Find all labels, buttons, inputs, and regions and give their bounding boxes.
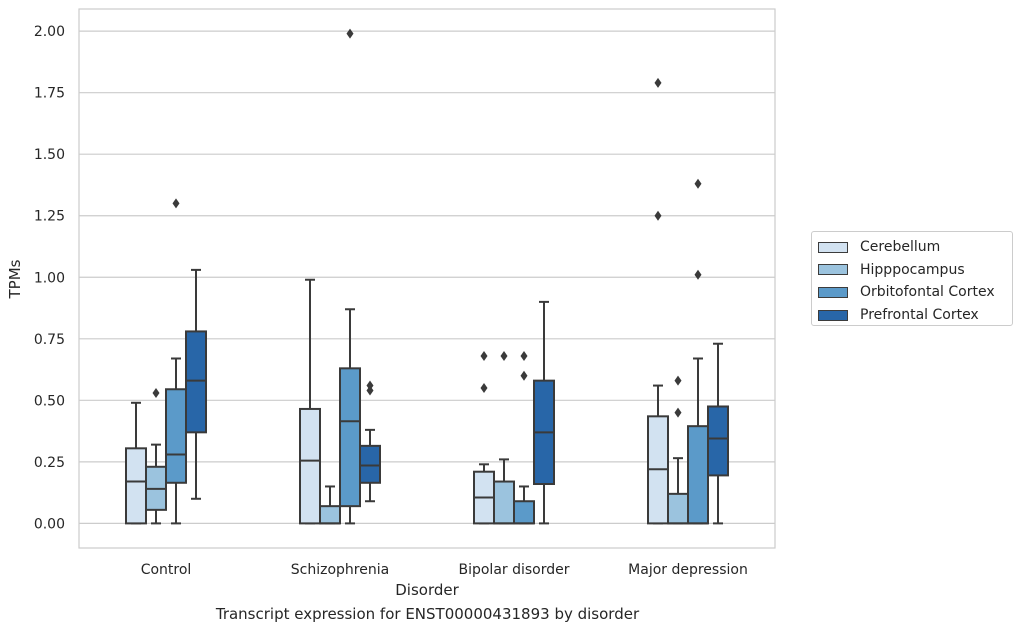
y-tick-labels: 0.00 0.25 0.50 0.75 1.00 1.25 1.50 1.75 2.00 xyxy=(34,24,65,532)
box-group xyxy=(667,375,689,525)
y-tick-label: 1.75 xyxy=(34,86,65,102)
box-group xyxy=(125,401,147,525)
x-tick-label: Schizophrenia xyxy=(291,562,389,578)
legend-item-orbitofontal-cortex: Orbitofontal Cortex xyxy=(818,281,1012,304)
box-group xyxy=(319,485,341,525)
box xyxy=(299,407,321,525)
legend-label-prefrontal-cortex: Prefrontal Cortex xyxy=(860,307,979,324)
outlier-point xyxy=(694,178,702,189)
outlier-point xyxy=(520,351,528,362)
legend-item-cerebellum: Cerebellum xyxy=(818,236,1012,259)
box-series xyxy=(125,28,729,525)
legend-label-hipppocampus: Hipppocampus xyxy=(860,261,965,278)
outlier-point xyxy=(366,380,374,391)
outlier-point xyxy=(480,383,488,394)
outlier-point xyxy=(346,28,354,39)
y-tick-label: 1.25 xyxy=(34,209,65,225)
outlier-point xyxy=(172,198,180,209)
y-tick-label: 0.75 xyxy=(34,332,65,348)
box-group xyxy=(185,268,207,500)
legend-label-cerebellum: Cerebellum xyxy=(860,239,941,256)
box xyxy=(667,492,689,525)
outlier-point xyxy=(654,210,662,221)
plot-frame xyxy=(78,8,776,549)
box xyxy=(493,480,515,525)
y-tick-label: 2.00 xyxy=(34,24,65,40)
box xyxy=(339,367,361,508)
chart-title: Transcript expression for ENST0000043189… xyxy=(215,605,640,623)
legend-swatch-prefrontal-cortex xyxy=(818,309,848,321)
box-group xyxy=(687,178,709,525)
box xyxy=(707,405,729,477)
x-tick-label: Major depression xyxy=(628,562,748,578)
box-group xyxy=(165,198,187,525)
y-tick-label: 1.50 xyxy=(34,147,65,163)
y-tick-label: 0.25 xyxy=(34,455,65,471)
outlier-point xyxy=(654,77,662,88)
box xyxy=(319,505,341,525)
outlier-point xyxy=(674,375,682,386)
x-tick-label: Bipolar disorder xyxy=(458,562,569,578)
box-group xyxy=(473,351,495,525)
outlier-point xyxy=(694,269,702,280)
box xyxy=(513,500,535,525)
outlier-point xyxy=(152,387,160,398)
box-group xyxy=(145,387,167,525)
box-group xyxy=(647,77,669,525)
outlier-point xyxy=(520,370,528,381)
x-tick-label: Control xyxy=(141,562,192,578)
legend-swatch-hipppocampus xyxy=(818,264,848,276)
box-group xyxy=(533,300,555,525)
outlier-point xyxy=(500,351,508,362)
box xyxy=(125,447,147,525)
box xyxy=(185,330,207,434)
y-axis-label: TPMs xyxy=(6,259,24,299)
box xyxy=(165,388,187,484)
y-tick-label: 1.00 xyxy=(34,270,65,286)
box-group xyxy=(339,28,361,525)
legend-swatch-cerebellum xyxy=(818,241,848,253)
legend: Cerebellum Hipppocampus Orbitofontal Cor… xyxy=(811,231,1013,326)
legend-item-hipppocampus: Hipppocampus xyxy=(818,259,1012,282)
box-group xyxy=(707,342,729,525)
legend-item-prefrontal-cortex: Prefrontal Cortex xyxy=(818,304,1012,327)
outlier-point xyxy=(480,351,488,362)
box-group xyxy=(513,351,535,525)
box-group xyxy=(299,278,321,525)
legend-label-orbitofontal-cortex: Orbitofontal Cortex xyxy=(860,284,995,301)
y-tick-label: 0.50 xyxy=(34,393,65,409)
box-group xyxy=(359,380,381,503)
legend-swatch-orbitofontal-cortex xyxy=(818,286,848,298)
y-tick-label: 0.00 xyxy=(34,516,65,532)
box xyxy=(359,444,381,484)
box-group xyxy=(493,351,515,525)
outlier-point xyxy=(674,407,682,418)
x-tick-labels: Control Schizophrenia Bipolar disorder Majo… xyxy=(141,562,748,578)
box xyxy=(687,425,709,525)
x-axis-label: Disorder xyxy=(395,581,459,599)
